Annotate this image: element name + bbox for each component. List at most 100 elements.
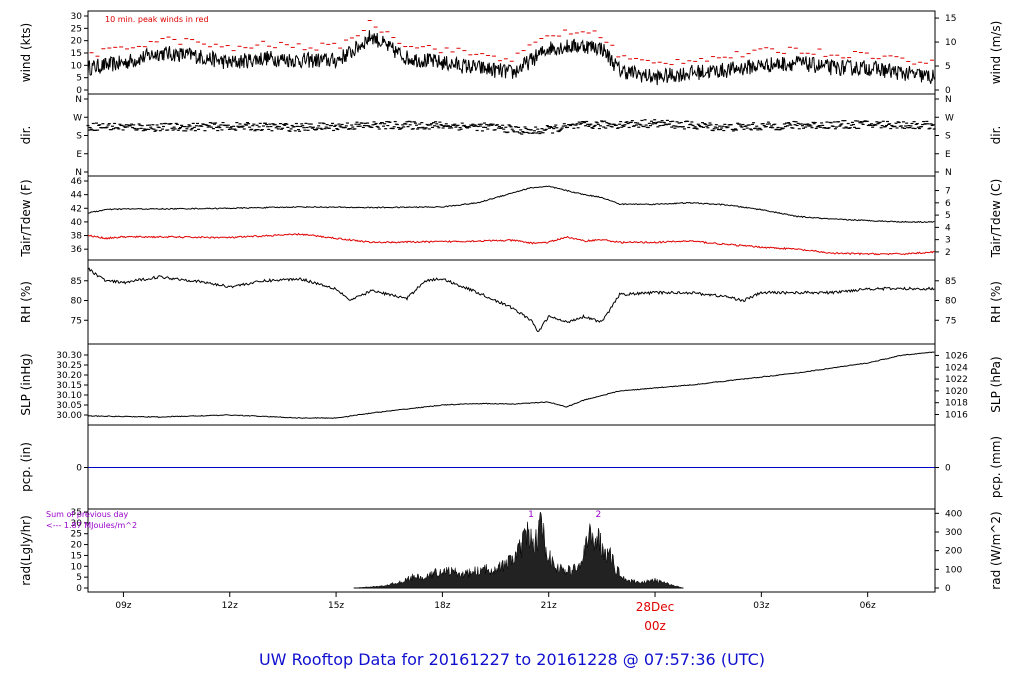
dir-tick-label-right: W — [945, 113, 954, 123]
dir-tick-label-right: S — [945, 132, 951, 142]
x-tick-label: 12z — [222, 601, 238, 611]
rad-wm2-tick-label: 400 — [945, 509, 962, 519]
rh-tick-right-label: 85 — [945, 277, 956, 287]
wind-ms-tick-label: 10 — [945, 38, 957, 48]
radiation-area — [353, 511, 684, 589]
y-axis-label: wind (kts) — [19, 23, 33, 82]
y-axis-label: rad(Lgly/hr) — [19, 515, 33, 586]
dir-tick-label: E — [76, 150, 82, 160]
temp-f-tick-label: 44 — [71, 191, 83, 201]
slp-inhg-tick-label: 30.30 — [56, 351, 82, 361]
x-tick-label: 09z — [115, 601, 131, 611]
temp-c-tick-label: 2 — [945, 248, 951, 258]
rad-lgly-tick-label: 35 — [71, 508, 82, 518]
dir-tick-label-right: N — [945, 95, 952, 105]
panel-frame — [87, 259, 936, 345]
pcp-mm-tick-label: 0 — [945, 464, 951, 474]
y-axis-label-right: pcp. (mm) — [989, 436, 1003, 498]
rh-tick-label: 75 — [71, 316, 82, 326]
dir-tick-label: N — [75, 168, 82, 178]
rad-lgly-tick-label: 0 — [76, 584, 82, 594]
rad-lgly-tick-label: 30 — [71, 519, 83, 529]
dewpoint-line — [87, 232, 935, 256]
wind-kts-tick-label: 5 — [76, 74, 82, 84]
rad-lgly-tick-label: 15 — [71, 551, 82, 561]
peak-wind-note: 10 min. peak winds in red — [105, 15, 209, 24]
wind-kts-tick-label: 15 — [71, 49, 82, 59]
temp-f-tick-label: 40 — [71, 218, 83, 228]
x-tick-label: 21z — [541, 601, 557, 611]
wind-kts-tick-label: 25 — [71, 24, 82, 34]
temp-c-tick-label: 6 — [945, 199, 951, 209]
temp-f-tick-label: 38 — [71, 232, 83, 242]
slp-inhg-tick-label: 30.10 — [56, 391, 82, 401]
rh-tick-label: 85 — [71, 277, 82, 287]
rad-wm2-tick-label: 300 — [945, 528, 962, 538]
y-axis-label: dir. — [19, 126, 33, 145]
dir-tick-label: W — [73, 113, 82, 123]
x-tick-label: 06z — [860, 601, 876, 611]
rad-lgly-tick-label: 20 — [71, 541, 83, 551]
dir-tick-label-right: N — [945, 168, 952, 178]
y-axis-label-right: RH (%) — [989, 281, 1003, 323]
slp-inhg-tick-label: 30.25 — [56, 361, 82, 371]
y-axis-label-right: wind (m/s) — [989, 21, 1003, 85]
x-tick-label: 18z — [434, 601, 450, 611]
radiation-marker: 2 — [595, 510, 601, 520]
wind-kts-tick-label: 20 — [71, 37, 83, 47]
y-axis-label-right: rad (W/m^2) — [989, 511, 1003, 589]
slp-hpa-tick-label: 1022 — [945, 375, 968, 385]
rh-tick-right-label: 75 — [945, 316, 956, 326]
date-label: 28Dec — [636, 600, 675, 614]
x-tick-label: 00z — [644, 619, 666, 633]
temp-c-tick-label: 7 — [945, 187, 951, 197]
slp-hpa-tick-label: 1016 — [945, 411, 968, 421]
y-axis-label-right: dir. — [989, 126, 1003, 145]
x-tick-label: 15z — [328, 601, 344, 611]
humidity-line — [87, 267, 935, 333]
wind-ms-tick-label: 15 — [945, 14, 956, 24]
wind-ms-tick-label: 0 — [945, 86, 951, 96]
slp-inhg-tick-label: 30.20 — [56, 371, 82, 381]
dir-tick-label: S — [76, 132, 82, 142]
rh-tick-right-label: 80 — [945, 297, 957, 307]
radiation-sum-note: Sum of previous day — [46, 510, 128, 519]
temp-f-tick-label: 42 — [71, 204, 82, 214]
y-axis-label: Tair/Tdew (F) — [19, 179, 33, 257]
wind-speed-line — [87, 30, 936, 86]
rad-wm2-tick-label: 100 — [945, 565, 962, 575]
dir-tick-label-right: E — [945, 150, 951, 160]
panel-frame — [87, 343, 936, 426]
rad-lgly-tick-label: 25 — [71, 530, 82, 540]
rad-wm2-tick-label: 200 — [945, 547, 962, 557]
slp-hpa-tick-label: 1024 — [945, 363, 968, 373]
rad-lgly-tick-label: 5 — [76, 573, 82, 583]
air-temperature-line — [87, 185, 935, 224]
pcp-in-tick-label: 0 — [76, 464, 82, 474]
y-axis-label: RH (%) — [19, 281, 33, 323]
slp-hpa-tick-label: 1018 — [945, 399, 968, 409]
y-axis-label: pcp. (in) — [19, 442, 33, 492]
slp-inhg-tick-label: 30.15 — [56, 381, 82, 391]
rad-wm2-tick-label: 0 — [945, 584, 951, 594]
dir-tick-label: N — [75, 95, 82, 105]
rad-lgly-tick-label: 10 — [71, 562, 83, 572]
y-axis-label: SLP (inHg) — [19, 353, 33, 415]
y-axis-label-right: Tair/Tdew (C) — [989, 179, 1003, 259]
pressure-line — [87, 351, 935, 419]
wind-kts-tick-label: 0 — [76, 86, 82, 96]
panel-frame — [87, 10, 936, 95]
rh-tick-label: 80 — [71, 297, 83, 307]
wind-kts-tick-label: 30 — [71, 12, 83, 22]
slp-inhg-tick-label: 30.05 — [56, 401, 82, 411]
radiation-marker: 1 — [528, 510, 534, 520]
temp-f-tick-label: 36 — [71, 245, 83, 255]
radiation-sum-value: <--- 1.87 MJoules/m^2 — [46, 521, 137, 530]
wind-ms-tick-label: 5 — [945, 62, 951, 72]
panel-frame — [87, 93, 936, 177]
slp-hpa-tick-label: 1026 — [945, 351, 968, 361]
temp-f-tick-label: 46 — [71, 177, 83, 187]
temp-c-tick-label: 3 — [945, 236, 951, 246]
temp-c-tick-label: 4 — [945, 223, 951, 233]
